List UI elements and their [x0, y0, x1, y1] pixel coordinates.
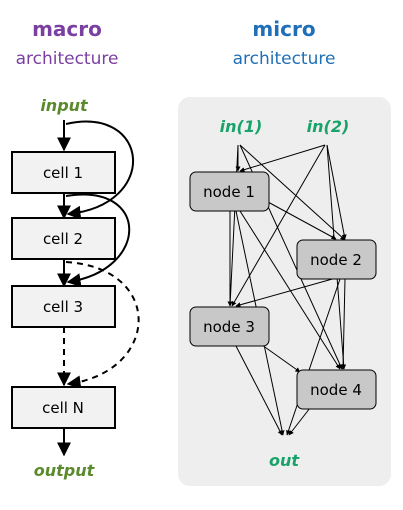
- skip-cell1-to-cell3: [65, 193, 131, 288]
- edge-in2-node2: [326, 144, 347, 240]
- micro-subtitle: architecture: [233, 49, 336, 69]
- macro-title: macro: [32, 17, 102, 41]
- edge-node2-out: [286, 278, 341, 436]
- micro-input-2-label: in(2): [307, 117, 350, 136]
- edge-node2-node3: [235, 277, 337, 308]
- cell-3-label: cell 3: [43, 298, 83, 316]
- cell-2: cell 2: [11, 217, 116, 260]
- micro-output-label: out: [269, 451, 300, 470]
- edge-in2-node3: [231, 144, 326, 307]
- cell-2-label: cell 2: [43, 230, 83, 248]
- node-2: node 2: [296, 239, 377, 280]
- macro-subtitle: architecture: [16, 49, 119, 69]
- micro-edges: [227, 144, 347, 436]
- cell-1: cell 1: [11, 151, 116, 194]
- edge-node3-out: [235, 345, 283, 436]
- cell-n-label: cell N: [42, 399, 84, 417]
- edge-node1-node4: [239, 210, 341, 370]
- node-3-label: node 3: [203, 318, 255, 336]
- edge-in2-node1: [239, 144, 326, 173]
- edge-node3-node4: [261, 344, 301, 373]
- edge-node2-node4: [340, 278, 346, 370]
- cell-n: cell N: [11, 386, 116, 429]
- micro-input-1-label: in(1): [220, 117, 263, 136]
- node-3: node 3: [189, 306, 270, 347]
- micro-panel: [178, 97, 391, 486]
- macro-input-label: input: [40, 96, 89, 115]
- micro-title: micro: [252, 17, 315, 41]
- edge-in1-node2: [239, 144, 346, 241]
- node-1-label: node 1: [203, 183, 255, 201]
- cell-3: cell 3: [11, 285, 116, 328]
- cell-1-label: cell 1: [43, 164, 83, 182]
- skip-cell2-to-cellN-dashed: [65, 261, 140, 390]
- macro-output-label: output: [34, 461, 96, 480]
- edge-node4-out: [288, 407, 311, 436]
- node-1: node 1: [189, 171, 270, 212]
- node-4-label: node 4: [310, 381, 362, 399]
- node-2-label: node 2: [310, 251, 362, 269]
- skip-input-to-cell2: [65, 120, 135, 220]
- node-4: node 4: [296, 369, 377, 410]
- edge-node1-node2: [267, 201, 337, 240]
